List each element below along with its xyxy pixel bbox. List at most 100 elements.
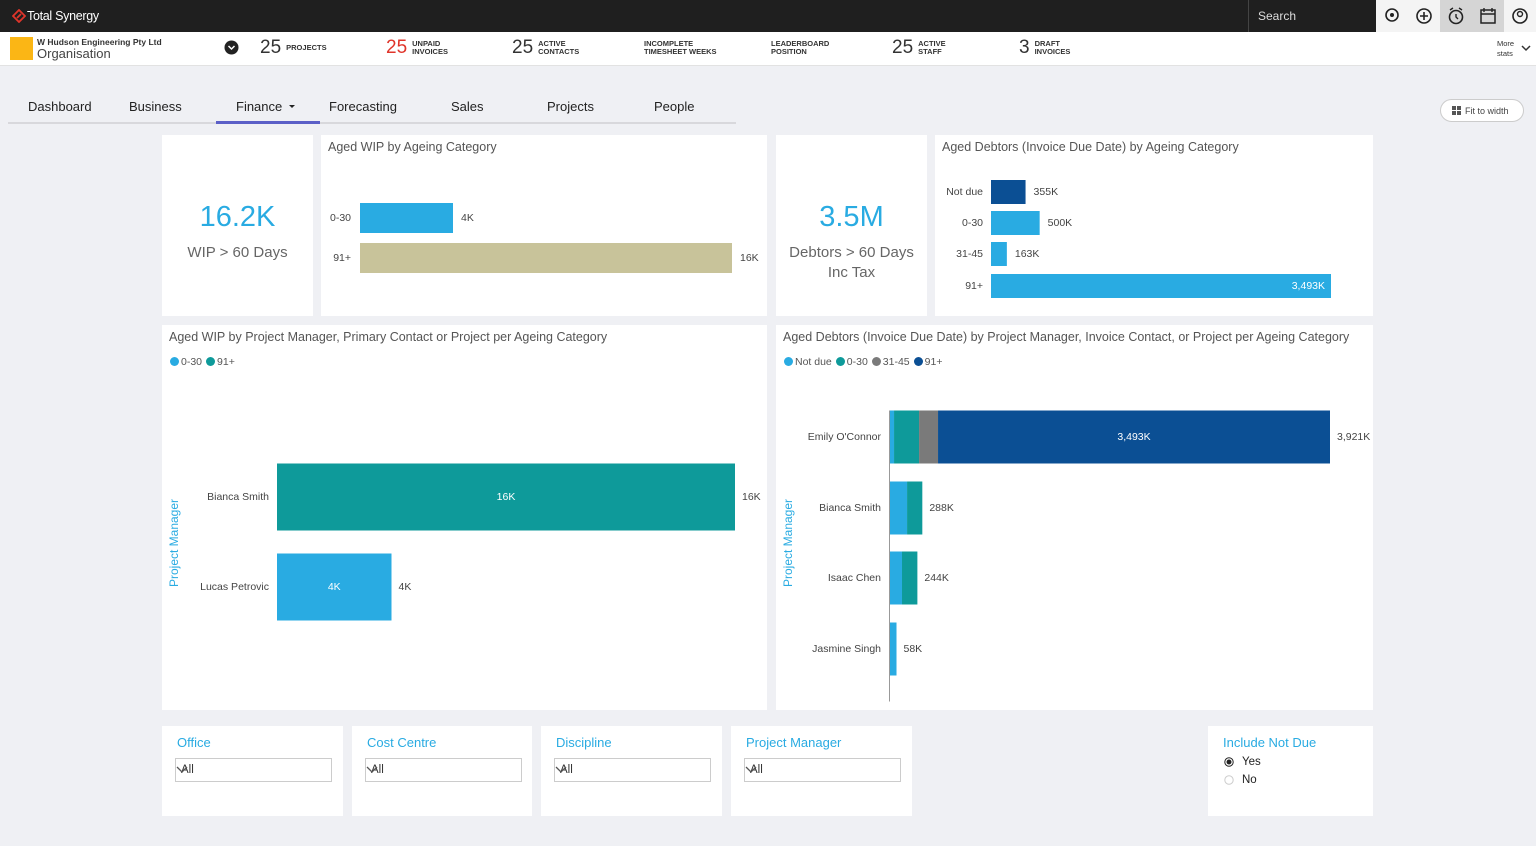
stat-value: 3 [1019,37,1030,58]
tab[interactable]: Sales [451,99,484,114]
filter-select[interactable]: All [554,758,711,782]
category-label: 31-45 [956,248,983,260]
kpi-label: WIP > 60 Days [187,244,288,261]
toolbar [1376,0,1536,32]
fit-button[interactable]: Fit to width [1440,99,1524,122]
stat-label: UNPAID INVOICES [412,39,448,56]
legend-text: 31-45 [882,356,910,368]
bar [360,243,732,273]
filter-label: Cost Centre [367,735,437,750]
stat-label: DRAFT INVOICES [1034,39,1071,56]
active-tab-underline [216,121,320,124]
bar [991,274,1331,298]
more-chevron[interactable] [1521,45,1531,53]
legend-item[interactable]: 91+ [913,356,942,368]
category-label: 91+ [333,252,351,264]
legend: 0-30 91+ [170,356,235,368]
filter-label: Project Manager [746,735,842,750]
legend-item[interactable]: 91+ [206,356,235,368]
tab[interactable]: Dashboard [28,99,92,114]
bar [991,180,1026,204]
filter-select[interactable]: All [744,758,901,782]
bar-segment [938,410,1330,464]
legend-dot [913,357,923,366]
tab[interactable]: Business [129,99,182,114]
value-label: 163K [1015,248,1040,260]
chart: 0-30 4K 91+ 16K [330,203,759,273]
select-chevron [555,766,567,773]
org-name: Organisation [37,46,111,61]
more-stats[interactable]: More stats [1497,39,1515,58]
search-box[interactable]: Search [1248,0,1376,32]
chart-title: Aged Debtors (Invoice Due Date) by Proje… [783,330,1350,344]
bar-segment [890,622,897,676]
stat-label: ACTIVE STAFF [918,39,946,56]
chart-title: Aged WIP by Project Manager, Primary Con… [169,330,608,344]
value-label: 355K [1034,186,1059,198]
chart: Project Manager Bianca Smith 16K 16K Lucas P… [167,463,761,621]
tab[interactable]: Finance [236,99,298,114]
legend-item[interactable]: Not due [784,356,832,368]
tab[interactable]: People [654,99,695,114]
stat[interactable]: 3 DRAFT INVOICES [1019,37,1075,59]
total-label: 4K [399,581,412,593]
radio[interactable] [1224,757,1234,767]
toolbar-highlight [1440,0,1504,32]
axis-title: Project Manager [167,499,181,587]
stat-value: 25 [892,37,914,58]
legend-text: Not due [795,356,832,368]
stat[interactable]: LEADERBOARD POSITION [771,40,833,56]
legend-item[interactable]: 31-45 [871,356,910,368]
legend-item[interactable]: 0-30 [835,356,868,368]
radio-label[interactable]: No [1242,774,1257,786]
toolbar-icons[interactable] [1376,0,1536,32]
radio-label[interactable]: Yes [1242,756,1261,768]
chart-title: Aged WIP by Ageing Category [328,140,497,154]
chart: Project Manager Emily O'Connor 3,493K 3,921… [781,410,1370,702]
legend-text: 0-30 [846,356,868,368]
logo-icon [12,9,26,23]
category-label: Not due [946,186,983,198]
bar-segment [277,553,392,621]
value-label: 4K [461,212,474,224]
org-company: W Hudson Engineering Pty Ltd [37,37,162,47]
total-label: 3,921K [1337,431,1370,443]
legend-text: 0-30 [181,356,203,368]
bar-segment [890,551,903,605]
stat-label: INCOMPLETE TIMESHEET WEEKS [644,39,717,56]
total-label: 288K [929,502,954,514]
bar-segment [894,410,920,464]
stat[interactable]: 25 ACTIVE CONTACTS [512,37,583,59]
stat[interactable]: INCOMPLETE TIMESHEET WEEKS [644,40,724,56]
legend-dot [835,357,845,366]
tab[interactable]: Forecasting [329,99,397,114]
axis-title: Project Manager [781,499,795,587]
value-label: 3,493K [1292,280,1325,292]
legend-item[interactable]: 0-30 [170,356,202,368]
tabs-rule [8,122,736,124]
tab[interactable]: Projects [547,99,594,114]
radio[interactable] [1224,775,1234,785]
chart-card: Project Manager Emily O'Connor 3,493K 3,921… [776,325,1373,710]
bar-segment [902,551,918,605]
stat-value: 25 [260,37,282,58]
stat-label: PROJECTS [286,43,327,52]
filter-select[interactable]: All [365,758,522,782]
chart-title: Aged Debtors (Invoice Due Date) by Agein… [942,140,1239,154]
value-label: 16K [740,252,759,264]
bar [991,211,1040,235]
org-dropdown[interactable] [224,40,239,55]
stat[interactable]: 25 PROJECTS [260,37,327,59]
category-label: 91+ [965,280,983,292]
select-chevron [366,766,378,773]
org-logo [10,37,33,60]
stat[interactable]: 25 ACTIVE STAFF [892,37,958,59]
filter-label: Office [177,735,211,750]
chart-card: Project Manager Bianca Smith 16K 16K Lucas P… [162,325,767,710]
total-label: 58K [904,643,923,655]
stat[interactable]: 25 UNPAID INVOICES [386,37,454,59]
filter-card: Cost Centre All [352,726,532,816]
filter-select[interactable]: All [175,758,332,782]
filter-card: Office All [162,726,343,816]
